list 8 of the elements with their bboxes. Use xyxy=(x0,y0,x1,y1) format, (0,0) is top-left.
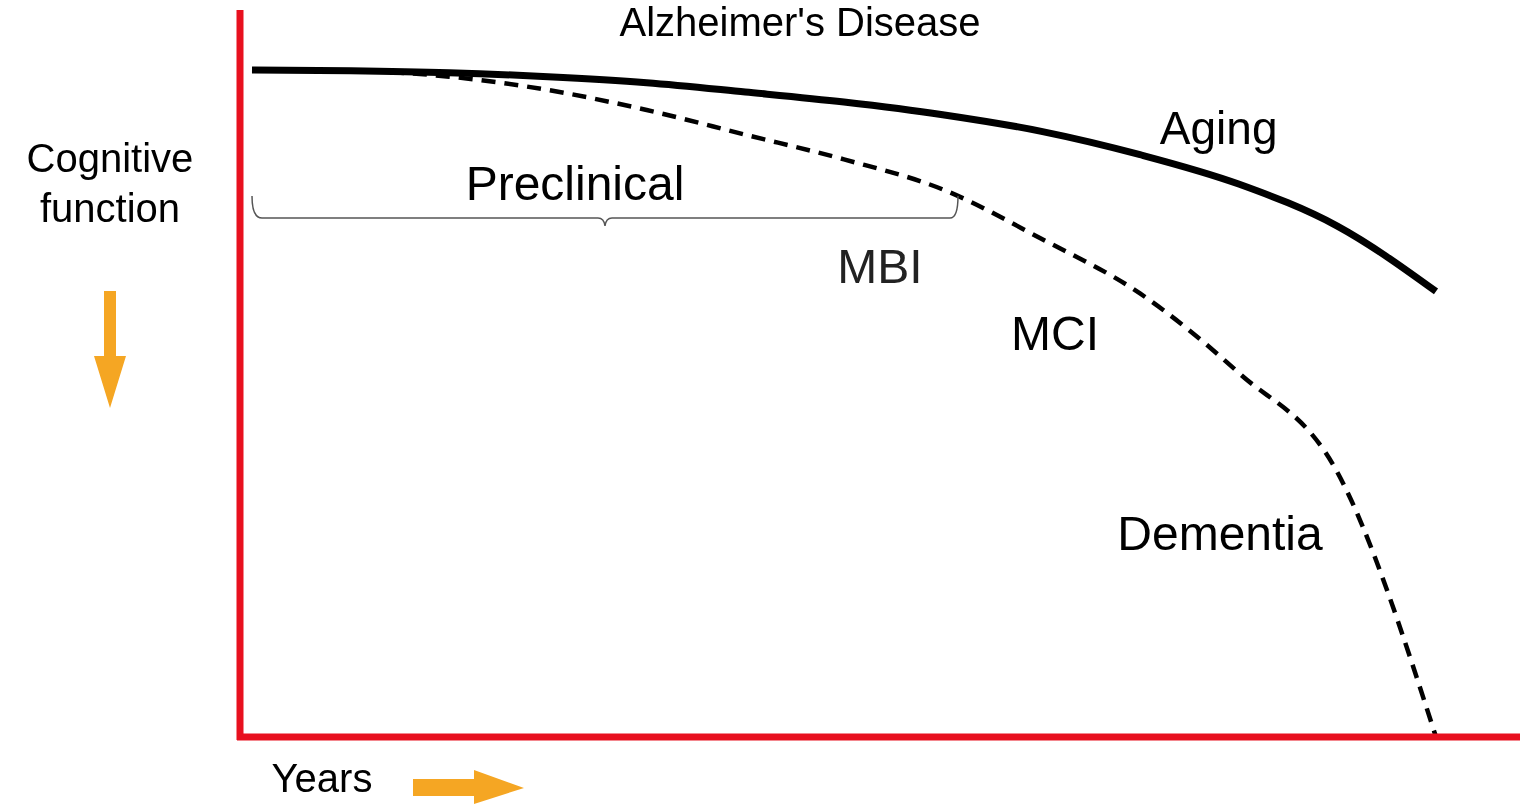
annotation: Preclinical xyxy=(465,157,685,210)
series-label: Aging xyxy=(1159,102,1278,155)
annotation: MCI xyxy=(1011,307,1099,360)
x-axis-title: Years xyxy=(271,756,373,800)
annotation: MBI xyxy=(837,240,923,293)
chart-title: Alzheimer's Disease xyxy=(619,0,981,44)
annotation: Dementia xyxy=(1117,507,1324,560)
y-axis-title: Cognitive function xyxy=(26,136,194,230)
